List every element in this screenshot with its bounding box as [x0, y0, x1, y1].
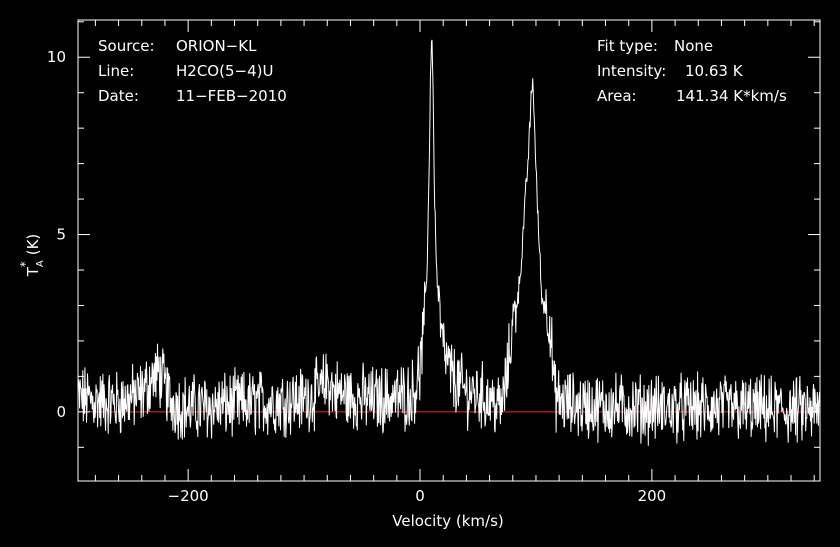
- plot-frame: [77, 19, 821, 482]
- area-label: Area:: [597, 87, 637, 105]
- y-tick-label: 0: [56, 403, 66, 421]
- y-axis-label-unit: (K): [24, 234, 42, 256]
- line-label: Line:: [98, 62, 134, 80]
- y-tick-label: 5: [56, 226, 66, 244]
- date-label: Date:: [98, 87, 139, 105]
- intensity-value: 10.63 K: [685, 62, 744, 80]
- y-axis-label-sup: *: [18, 261, 32, 267]
- source-label: Source:: [98, 37, 155, 55]
- x-tick-label: 0: [415, 487, 425, 505]
- line-value: H2CO(5−4)U: [176, 62, 273, 80]
- date-value: 11−FEB−2010: [176, 87, 287, 105]
- x-axis-label: Velocity (km/s): [392, 512, 503, 530]
- x-tick-label: −200: [168, 487, 209, 505]
- source-value: ORION−KL: [176, 37, 257, 55]
- area-value: 141.34 K*km/s: [676, 87, 787, 105]
- y-axis-label: TA* (K): [18, 234, 46, 278]
- intensity-label: Intensity:: [597, 62, 666, 80]
- spectrum-line: [77, 39, 821, 446]
- svg-text:TA*(K): TA* (K): [18, 234, 46, 278]
- fit-type-value: None: [674, 37, 713, 55]
- fit-type-label: Fit type:: [597, 37, 658, 55]
- y-tick-label: 10: [47, 48, 66, 66]
- y-axis-label-sub: A: [35, 260, 46, 267]
- x-tick-label: 200: [638, 487, 667, 505]
- y-axis-label-main: T: [24, 266, 42, 277]
